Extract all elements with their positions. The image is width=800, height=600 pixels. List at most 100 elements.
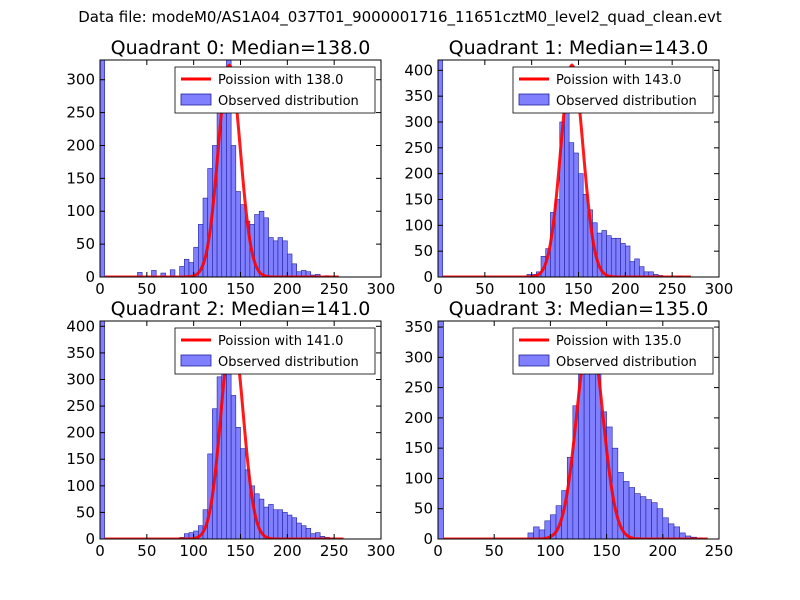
x-tick-label: 0 bbox=[433, 542, 443, 560]
x-tick-label: 0 bbox=[433, 280, 443, 298]
histogram-bar bbox=[533, 526, 540, 539]
histogram-bar bbox=[634, 258, 640, 277]
x-tick-label: 150 bbox=[592, 542, 621, 560]
y-tick-label: 150 bbox=[404, 191, 433, 209]
y-tick-label: 0 bbox=[85, 530, 95, 548]
poisson-curve bbox=[104, 329, 344, 539]
histogram-bar bbox=[272, 509, 279, 539]
histogram-bar bbox=[628, 487, 636, 539]
quadrant-3-panel: 0 50 100 150 200 250 0 50 100 150 200 250 300 350 Quad… bbox=[404, 298, 733, 560]
x-tick-label: 300 bbox=[367, 280, 396, 298]
y-tick-label: 350 bbox=[404, 87, 433, 105]
histogram-bar bbox=[277, 509, 283, 539]
histogram-bar bbox=[179, 266, 185, 277]
histogram-bar bbox=[634, 493, 641, 539]
histogram-bar bbox=[277, 237, 283, 277]
histogram-bar bbox=[268, 504, 274, 539]
x-tick-label: 50 bbox=[485, 542, 504, 560]
histogram-bar bbox=[625, 245, 631, 277]
y-tick-label: 100 bbox=[66, 477, 95, 495]
x-tick-label: 200 bbox=[611, 280, 640, 298]
histogram-bar bbox=[263, 217, 269, 277]
legend-hist-label: Observed distribution bbox=[556, 355, 697, 370]
histogram-bar bbox=[301, 525, 307, 539]
panel-title: Quadrant 1: Median=143.0 bbox=[449, 37, 709, 59]
x-tick-label: 100 bbox=[179, 280, 208, 298]
y-tick-label: 0 bbox=[423, 530, 433, 548]
histogram-bar bbox=[438, 60, 443, 277]
x-tick-label: 50 bbox=[137, 542, 156, 560]
quadrant-2-panel: 0 50 100 150 200 250 300 0 50 100 150 200 250 300 350 4… bbox=[66, 298, 395, 560]
y-tick-label: 200 bbox=[66, 136, 95, 154]
histogram-bar bbox=[651, 502, 658, 539]
y-tick-label: 50 bbox=[76, 235, 95, 253]
x-tick-label: 200 bbox=[273, 542, 302, 560]
legend-hist-swatch bbox=[180, 93, 212, 106]
histogram-bar bbox=[640, 496, 647, 539]
y-tick-label: 250 bbox=[404, 379, 433, 397]
x-tick-label: 300 bbox=[367, 542, 396, 560]
histogram-bar bbox=[287, 253, 293, 277]
y-tick-label: 150 bbox=[66, 450, 95, 468]
histogram-bar bbox=[291, 263, 297, 277]
y-tick-label: 400 bbox=[404, 61, 433, 79]
y-tick-label: 0 bbox=[85, 268, 95, 286]
histogram-bar bbox=[656, 508, 664, 539]
histogram-bar bbox=[240, 448, 246, 539]
x-tick-label: 250 bbox=[320, 280, 349, 298]
quadrant-0-panel: 0 50 100 150 200 250 300 0 50 100 150 200 250 300 Quad… bbox=[66, 37, 395, 298]
y-tick-label: 250 bbox=[66, 397, 95, 415]
x-tick-label: 0 bbox=[95, 542, 105, 560]
y-tick-label: 50 bbox=[414, 500, 433, 518]
histogram-bar bbox=[291, 517, 297, 539]
histogram-bar bbox=[235, 427, 241, 539]
figure-suptitle: Data file: modeM0/AS1A04_037T01_90000017… bbox=[78, 8, 722, 26]
legend-box bbox=[512, 66, 714, 114]
histogram-bar bbox=[578, 173, 584, 277]
histogram-bar bbox=[100, 60, 105, 277]
histogram-bar bbox=[573, 152, 579, 277]
histogram-bar bbox=[296, 522, 302, 539]
quadrant-1-panel: 0 50 100 150 200 250 300 0 50 100 150 200 250 300 350 4… bbox=[404, 37, 733, 298]
histogram-bar bbox=[645, 499, 652, 539]
legend: Poission with 141.0 Observed distribution bbox=[174, 327, 376, 375]
histogram-bar bbox=[606, 235, 612, 277]
y-tick-label: 100 bbox=[404, 469, 433, 487]
y-tick-label: 200 bbox=[404, 409, 433, 427]
x-tick-label: 0 bbox=[95, 280, 105, 298]
histogram-bar bbox=[639, 266, 645, 277]
legend-hist-label: Observed distribution bbox=[556, 94, 697, 109]
y-tick-label: 300 bbox=[404, 348, 433, 366]
y-tick-label: 350 bbox=[66, 344, 95, 362]
y-tick-label: 300 bbox=[66, 370, 95, 388]
histogram-bar bbox=[151, 270, 157, 277]
histogram-bar bbox=[184, 258, 190, 277]
y-tick-label: 50 bbox=[414, 242, 433, 260]
x-tick-label: 200 bbox=[273, 280, 302, 298]
histogram-bar bbox=[282, 240, 288, 277]
legend: Poission with 138.0 Observed distribution bbox=[174, 66, 376, 114]
x-tick-label: 250 bbox=[320, 542, 349, 560]
y-tick-label: 100 bbox=[404, 216, 433, 234]
y-tick-label: 150 bbox=[404, 439, 433, 457]
legend: Poission with 135.0 Observed distribution bbox=[512, 327, 714, 375]
x-tick-label: 200 bbox=[648, 542, 677, 560]
histogram-bar bbox=[673, 526, 680, 539]
histogram-bar bbox=[568, 142, 575, 277]
histogram-bar bbox=[662, 517, 669, 539]
legend-poisson-label: Poission with 143.0 bbox=[556, 73, 681, 88]
legend: Poission with 143.0 Observed distribution bbox=[512, 66, 714, 114]
poisson-curve bbox=[443, 331, 708, 539]
x-tick-label: 150 bbox=[226, 542, 255, 560]
y-tick-label: 300 bbox=[66, 71, 95, 89]
x-tick-label: 50 bbox=[475, 280, 494, 298]
panel-title: Quadrant 3: Median=135.0 bbox=[449, 298, 709, 320]
legend-hist-swatch bbox=[518, 354, 550, 367]
y-tick-label: 400 bbox=[66, 317, 95, 335]
legend-poisson-label: Poission with 141.0 bbox=[218, 334, 343, 349]
legend-hist-label: Observed distribution bbox=[218, 355, 359, 370]
histogram-bar bbox=[282, 512, 288, 539]
legend-hist-swatch bbox=[518, 93, 550, 106]
histogram-bar bbox=[620, 243, 626, 277]
y-tick-label: 350 bbox=[404, 318, 433, 336]
